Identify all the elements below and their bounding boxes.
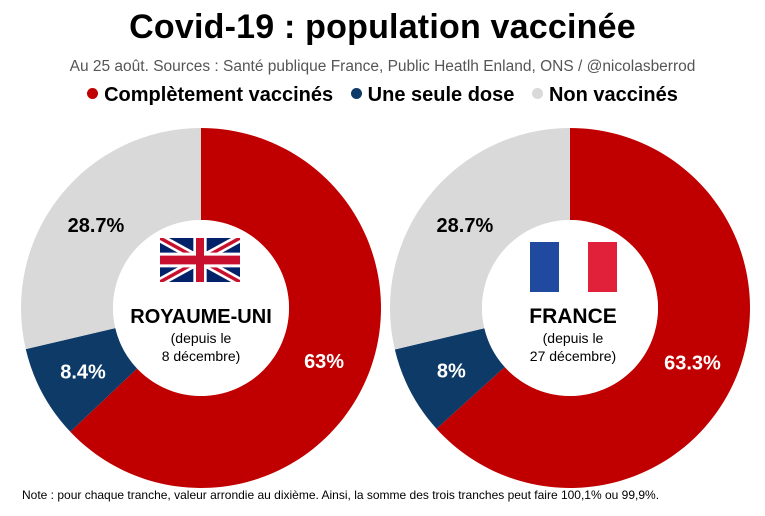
chart-subtitle: Au 25 août. Sources : Santé publique Fra…	[69, 58, 696, 75]
legend-item-not-vaccinated: Non vaccinés	[531, 84, 678, 107]
donut-labels: 63% 8.4% 28.7%	[60, 215, 344, 384]
legend-item-one-dose: Une seule dose	[350, 84, 515, 107]
slice-une-seule-dose	[25, 328, 138, 432]
slice-label-completement-vaccines: 63.3%	[664, 352, 721, 374]
legend: Complètement vaccinés Une seule dose Non…	[0, 84, 765, 107]
since-date-line-2: 8 décembre)	[162, 348, 241, 364]
country-name: ROYAUME-UNI	[130, 306, 272, 328]
legend-label: Non vaccinés	[548, 84, 678, 106]
country-name: FRANCE	[529, 305, 617, 328]
slice-label-non-vaccines: 28.7%	[68, 215, 125, 237]
slice-label-une-seule-dose: 8%	[437, 360, 466, 382]
donut-slices	[389, 128, 750, 489]
slice-completement-vaccines	[436, 128, 750, 489]
legend-dot-icon	[350, 88, 362, 99]
legend-label: Complètement vaccinés	[104, 84, 334, 106]
donut-chart-france: 63.3% 8% 28.7% FRANCE (depuis le 27 décemb…	[389, 128, 750, 489]
legend-item-fully-vaccinated: Complètement vaccinés	[87, 84, 333, 107]
slice-une-seule-dose	[394, 328, 505, 429]
since-date-line-2: 27 décembre)	[530, 348, 616, 364]
legend-dot-icon	[87, 88, 99, 99]
slice-label-non-vaccines: 28.7%	[437, 215, 494, 237]
slice-non-vaccines	[21, 128, 201, 350]
slice-non-vaccines	[389, 128, 570, 350]
chart-title: Covid-19 : population vaccinée	[129, 8, 636, 46]
slice-completement-vaccines	[70, 128, 381, 488]
since-date-line-1: (depuis le	[171, 330, 232, 346]
donut-slices	[21, 128, 381, 488]
legend-label: Une seule dose	[367, 84, 515, 106]
slice-label-une-seule-dose: 8.4%	[60, 362, 106, 384]
donut-chart-uk: 63% 8.4% 28.7% ROYAUME-UNI (depuis le 8 dé…	[21, 128, 381, 488]
donut-hole	[113, 220, 289, 396]
footnote: Note : pour chaque tranche, valeur arron…	[22, 488, 660, 502]
donut-labels: 63.3% 8% 28.7%	[437, 215, 721, 382]
france-flag-icon	[530, 242, 617, 292]
since-date-line-1: (depuis le	[543, 330, 604, 346]
legend-dot-icon	[531, 88, 543, 99]
uk-flag-icon	[160, 238, 240, 282]
slice-label-completement-vaccines: 63%	[304, 351, 344, 373]
